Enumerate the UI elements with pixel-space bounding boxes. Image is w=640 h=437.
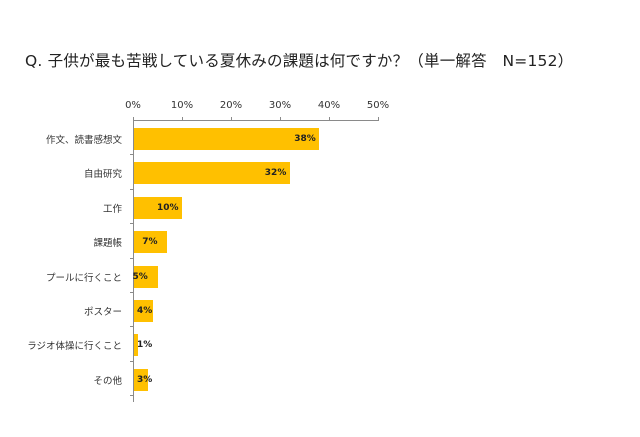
bar (134, 334, 138, 357)
y-tick (130, 326, 134, 328)
category-label: 自由研究 (83, 169, 122, 181)
bar-value-label: 38% (294, 134, 316, 144)
y-tick (130, 154, 134, 156)
bar-value-label: 4% (137, 306, 153, 316)
category-label: その他 (93, 375, 122, 387)
bar-value-label: 32% (264, 168, 287, 179)
bar (134, 300, 153, 322)
category-label: ラジオ体操に行くこと (27, 341, 122, 353)
category-label: プールに行くこと (45, 272, 122, 284)
x-tick-label: 20% (219, 100, 243, 111)
bar-value-label: 3% (137, 374, 153, 385)
x-tick-label: 10% (170, 100, 194, 111)
x-tick (378, 117, 379, 121)
x-tick (182, 117, 183, 121)
y-tick (130, 292, 134, 293)
y-tick (130, 188, 134, 190)
bar (134, 196, 182, 219)
y-tick (130, 360, 134, 362)
chart-title: Q. 子供が最も苦戦している夏休みの課題は何ですか？（単一解答 N=152） (25, 52, 574, 70)
bar (134, 265, 158, 288)
bar-value-label: 1% (137, 340, 153, 351)
category-label: ポスター (83, 307, 122, 318)
x-tick (133, 117, 134, 121)
x-tick (329, 117, 330, 121)
y-tick (130, 223, 134, 225)
bar (134, 231, 168, 254)
bar (134, 368, 148, 391)
bar (134, 128, 320, 150)
category-label: 作文、読書感想文 (45, 135, 122, 146)
y-tick (130, 257, 134, 259)
x-tick-label: 30% (268, 100, 292, 111)
x-axis-line (133, 120, 378, 121)
y-tick (130, 395, 134, 397)
bar-value-label: 10% (157, 202, 179, 213)
category-label: 課題帳 (93, 238, 122, 250)
x-tick (280, 117, 281, 121)
x-tick-label: 0% (125, 100, 141, 111)
x-tick (231, 117, 232, 121)
bar-value-label: 7% (142, 237, 158, 248)
x-tick-label: 40% (317, 100, 341, 111)
y-axis-line (133, 120, 134, 402)
category-label: 工作 (102, 203, 122, 215)
x-tick-label: 50% (366, 100, 390, 111)
bar-value-label: 5% (132, 271, 148, 282)
bar (134, 162, 290, 185)
